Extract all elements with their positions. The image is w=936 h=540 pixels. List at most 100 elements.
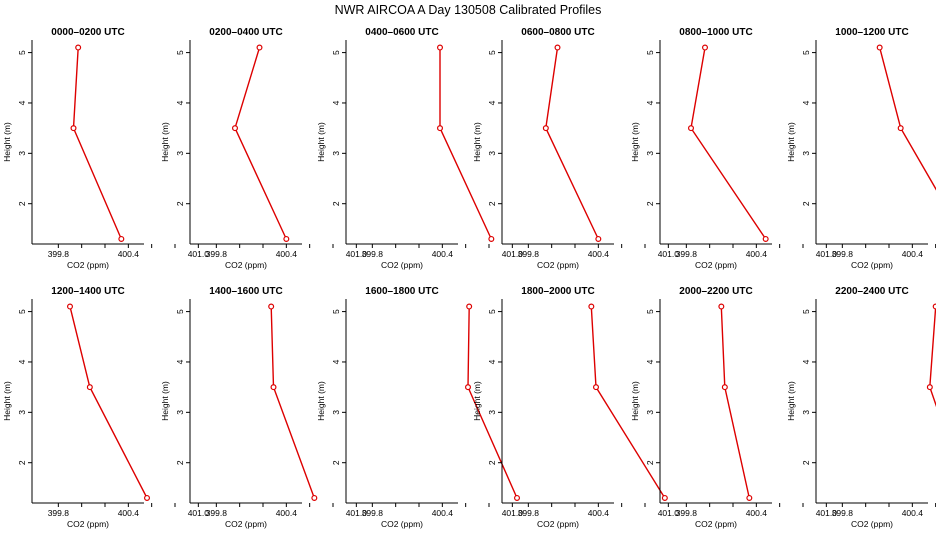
data-point [270, 384, 277, 391]
y-tick-label: 3 [17, 151, 27, 156]
data-point [514, 494, 521, 501]
panel-3: 0400–0600 UTC 399.8 400.4 401.0 2 3 4 5 CO2 (ppm… [316, 27, 523, 270]
y-tick-label: 3 [175, 151, 185, 156]
data-point [661, 494, 668, 501]
data-point [465, 384, 472, 391]
x-tick-label: 399.8 [832, 249, 854, 259]
y-axis-label: Height (m) [160, 122, 170, 162]
x-tick-label: 399.8 [832, 508, 854, 518]
y-tick-label: 5 [331, 50, 341, 55]
panel-12: 2200–2400 UTC 399.8 400.4 401.0 2 3 4 5 CO2 (ppm… [786, 286, 936, 529]
data-point [746, 494, 753, 501]
profile-line [439, 47, 492, 240]
y-tick-label: 2 [331, 460, 341, 465]
x-tick-label: 400.4 [276, 508, 298, 518]
data-point [118, 235, 125, 242]
x-tick-label: 400.4 [276, 249, 298, 259]
y-axis-label: Height (m) [786, 122, 796, 162]
y-tick-label: 5 [801, 50, 811, 55]
y-tick-label: 4 [175, 359, 185, 364]
y-axis-label: Height (m) [160, 381, 170, 421]
x-axis-label: CO2 (ppm) [67, 260, 109, 270]
x-tick-label: 401.0 [188, 508, 210, 518]
panel-title: 0400–0600 UTC [365, 27, 438, 38]
data-point [283, 235, 290, 242]
x-tick-label: 400.4 [432, 508, 454, 518]
y-axis-label: Height (m) [630, 381, 640, 421]
y-tick-label: 3 [331, 410, 341, 415]
y-tick-label: 4 [331, 100, 341, 105]
panel-6: 1000–1200 UTC 399.8 400.4 401.0 2 3 4 5 CO2 (ppm… [786, 27, 936, 270]
y-tick-label: 3 [487, 151, 497, 156]
y-axis-label: Height (m) [316, 381, 326, 421]
y-tick-label: 2 [645, 201, 655, 206]
data-point [268, 303, 275, 310]
y-tick-label: 3 [645, 410, 655, 415]
figure-title: NWR AIRCOA A Day 130508 Calibrated Profi… [335, 3, 602, 17]
y-tick-label: 5 [17, 50, 27, 55]
y-tick-label: 4 [645, 100, 655, 105]
data-point [542, 125, 549, 132]
panel-7: 1200–1400 UTC 399.8 400.4 401.0 2 3 4 5 CO2 (ppm… [2, 286, 209, 529]
y-tick-label: 5 [17, 309, 27, 314]
profile-line [879, 47, 936, 191]
panel-11: 2000–2200 UTC 399.8 400.4 401.0 2 3 4 5 CO2 (ppm… [630, 286, 837, 529]
panel-title: 1000–1200 UTC [835, 27, 908, 38]
data-point [311, 494, 318, 501]
y-axis-label: Height (m) [2, 381, 12, 421]
profile-line [545, 47, 599, 240]
x-tick-label: 401.0 [188, 249, 210, 259]
x-tick-label: 399.8 [206, 508, 228, 518]
panel-10: 1800–2000 UTC 399.8 400.4 401.0 2 3 4 5 CO2 (ppm… [472, 286, 679, 529]
data-point [437, 125, 444, 132]
data-point [762, 235, 769, 242]
y-tick-label: 2 [17, 460, 27, 465]
y-tick-label: 2 [175, 460, 185, 465]
y-tick-label: 2 [17, 201, 27, 206]
y-tick-label: 4 [487, 359, 497, 364]
x-tick-label: 401.0 [502, 508, 524, 518]
x-tick-label: 399.8 [48, 249, 70, 259]
y-tick-label: 5 [175, 309, 185, 314]
x-tick-label: 399.8 [676, 508, 698, 518]
y-tick-label: 5 [331, 309, 341, 314]
y-tick-label: 2 [487, 201, 497, 206]
data-point [588, 303, 595, 310]
y-tick-label: 4 [801, 100, 811, 105]
panel-title: 1600–1800 UTC [365, 286, 438, 297]
data-point [554, 44, 561, 51]
panel-title: 0200–0400 UTC [209, 27, 282, 38]
data-point [232, 125, 239, 132]
y-tick-label: 3 [331, 151, 341, 156]
x-tick-label: 401.0 [346, 508, 368, 518]
x-axis-label: CO2 (ppm) [537, 519, 579, 529]
profile-line [690, 47, 767, 240]
y-axis-label: Height (m) [2, 122, 12, 162]
y-tick-label: 4 [801, 359, 811, 364]
y-axis-label: Height (m) [316, 122, 326, 162]
x-tick-label: 399.8 [48, 508, 70, 518]
y-tick-label: 5 [801, 309, 811, 314]
panel-title: 1400–1600 UTC [209, 286, 282, 297]
y-tick-label: 4 [645, 359, 655, 364]
data-point [256, 44, 263, 51]
data-point [437, 44, 444, 51]
x-tick-label: 400.4 [902, 508, 924, 518]
y-tick-label: 4 [487, 100, 497, 105]
panel-2: 0200–0400 UTC 399.8 400.4 401.0 2 3 4 5 CO2 (ppm… [160, 27, 367, 270]
profile-line [72, 47, 122, 240]
panel-title: 2200–2400 UTC [835, 286, 908, 297]
y-tick-label: 3 [175, 410, 185, 415]
data-point [702, 44, 709, 51]
panel-title: 1800–2000 UTC [521, 286, 594, 297]
data-point [70, 125, 77, 132]
x-tick-label: 401.0 [502, 249, 524, 259]
profile-line [590, 306, 666, 499]
x-tick-label: 399.8 [362, 508, 384, 518]
x-tick-label: 399.8 [518, 249, 540, 259]
x-axis-label: CO2 (ppm) [67, 519, 109, 529]
data-point [721, 384, 728, 391]
panel-grid: 0000–0200 UTC 399.8 400.4 401.0 2 3 4 5 CO2 (ppm… [2, 27, 936, 529]
x-tick-label: 401.0 [658, 249, 680, 259]
